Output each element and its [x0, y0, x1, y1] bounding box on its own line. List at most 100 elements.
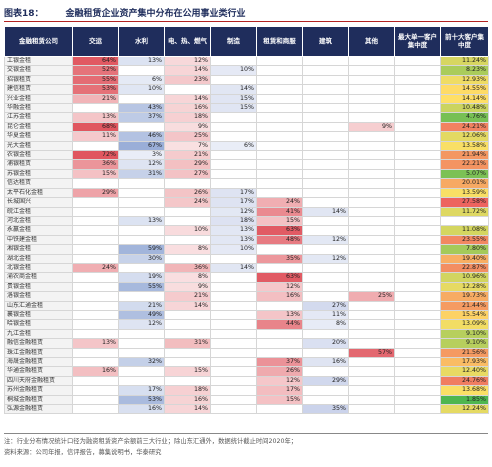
top1-concentration-cell: 13.09% [440, 319, 489, 330]
industry-share-cell [394, 150, 441, 161]
industry-share-cell: 63% [256, 272, 303, 283]
column-header: 租赁和商服 [256, 26, 303, 57]
top1-concentration-cell: 12.06% [440, 131, 489, 142]
industry-share-cell: 59% [118, 244, 165, 255]
table-row: 浦银租赁 36% 12% 29% 22.21% [4, 159, 489, 170]
industry-share-cell [164, 178, 211, 189]
top1-concentration-cell: 24.21% [440, 121, 489, 133]
industry-share-cell: 52% [72, 65, 119, 76]
industry-share-cell [256, 338, 303, 349]
industry-share-cell [210, 356, 257, 368]
company-name: 苏州金融租赁 [4, 385, 73, 396]
industry-share-cell [210, 178, 257, 189]
industry-share-cell [348, 168, 395, 180]
industry-share-cell [210, 404, 257, 415]
industry-share-cell [210, 366, 257, 377]
company-name: 北银金租 [4, 262, 73, 274]
industry-share-cell [210, 375, 257, 387]
industry-share-cell: 14% [302, 206, 349, 217]
industry-share-cell [394, 206, 441, 217]
industry-share-cell [348, 103, 395, 114]
industry-share-cell [394, 93, 441, 105]
company-name: 九江金租 [4, 328, 73, 340]
industry-share-cell [348, 178, 395, 189]
table-header-row: 金融租赁公司 交运 水利 电、热、燃气 制造 租赁和商服 建筑 其他 最大单一客户集中度 前十大客… [4, 26, 489, 57]
top1-concentration-cell [440, 215, 489, 227]
industry-share-cell [210, 112, 257, 123]
industry-share-cell [394, 253, 441, 264]
industry-share-cell [164, 206, 211, 217]
industry-share-cell [210, 272, 257, 283]
industry-share-cell: 15% [164, 366, 211, 377]
figure-header: 图表18： 金融租赁企业资产集中分布在公用事业类行业 [4, 4, 488, 22]
company-name: 山东汇通金租 [4, 300, 73, 311]
industry-share-cell [210, 328, 257, 340]
industry-share-cell: 13% [256, 309, 303, 321]
company-name: 融信金融租赁 [4, 338, 73, 349]
industry-share-cell: 13% [118, 55, 165, 67]
industry-share-cell [348, 112, 395, 123]
industry-share-cell [256, 347, 303, 359]
industry-share-cell: 3% [118, 150, 165, 161]
industry-share-cell: 14% [210, 84, 257, 95]
figure-title: 金融租赁企业资产集中分布在公用事业类行业 [65, 9, 246, 19]
industry-share-cell: 32% [118, 356, 165, 368]
industry-share-cell [348, 385, 395, 396]
industry-share-cell [72, 253, 119, 264]
industry-share-cell [394, 197, 441, 208]
industry-share-cell [72, 356, 119, 368]
company-name: 襄银金租 [4, 309, 73, 321]
industry-share-cell: 29% [164, 159, 211, 170]
industry-share-cell [302, 272, 349, 283]
industry-share-cell: 10% [164, 225, 211, 236]
company-name: 弘源金融租赁 [4, 404, 73, 415]
industry-share-cell [118, 291, 165, 302]
industry-share-cell: 55% [118, 281, 165, 293]
industry-share-cell [256, 112, 303, 123]
industry-share-cell: 12% [302, 234, 349, 246]
industry-share-cell: 12% [302, 253, 349, 264]
company-name: 皖江金租 [4, 206, 73, 217]
industry-share-cell: 11% [302, 309, 349, 321]
industry-share-cell: 8% [164, 244, 211, 255]
industry-share-cell [302, 281, 349, 293]
industry-share-cell [302, 121, 349, 133]
industry-share-cell: 18% [164, 112, 211, 123]
industry-share-cell: 15% [72, 168, 119, 180]
industry-share-cell: 27% [164, 168, 211, 180]
top1-concentration-cell: 13.68% [440, 385, 489, 396]
industry-share-cell [302, 262, 349, 274]
industry-share-cell [302, 225, 349, 236]
industry-share-cell [394, 74, 441, 86]
industry-share-cell [394, 84, 441, 95]
column-header: 电、热、燃气 [164, 26, 211, 57]
industry-share-cell [302, 187, 349, 199]
industry-share-cell [394, 319, 441, 330]
industry-share-cell [210, 385, 257, 396]
industry-share-cell [302, 328, 349, 340]
company-name: 桐城金融租赁 [4, 394, 73, 406]
industry-share-cell [256, 93, 303, 105]
company-name: 江苏金租 [4, 112, 73, 123]
industry-share-cell [72, 225, 119, 236]
industry-share-cell [394, 300, 441, 311]
industry-share-cell [164, 253, 211, 264]
industry-share-cell [348, 159, 395, 170]
industry-share-cell: 10% [118, 84, 165, 95]
top1-concentration-cell: 27.58% [440, 197, 489, 208]
industry-share-cell [302, 131, 349, 142]
industry-share-cell [348, 225, 395, 236]
industry-share-cell: 29% [302, 375, 349, 387]
top1-concentration-cell: 14.55% [440, 84, 489, 95]
industry-share-cell [256, 328, 303, 340]
industry-share-cell [394, 394, 441, 406]
top1-concentration-cell: 23.55% [440, 234, 489, 246]
